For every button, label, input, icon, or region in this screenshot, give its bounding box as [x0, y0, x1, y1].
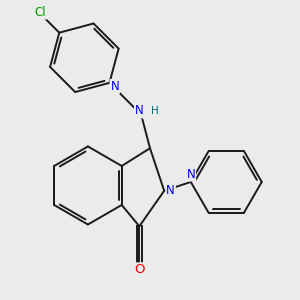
Text: N: N: [186, 168, 195, 181]
Text: Cl: Cl: [35, 6, 46, 19]
Text: N: N: [135, 104, 144, 118]
Text: N: N: [110, 80, 119, 93]
Text: O: O: [134, 263, 145, 276]
Text: N: N: [166, 184, 175, 197]
Text: H: H: [151, 106, 158, 116]
